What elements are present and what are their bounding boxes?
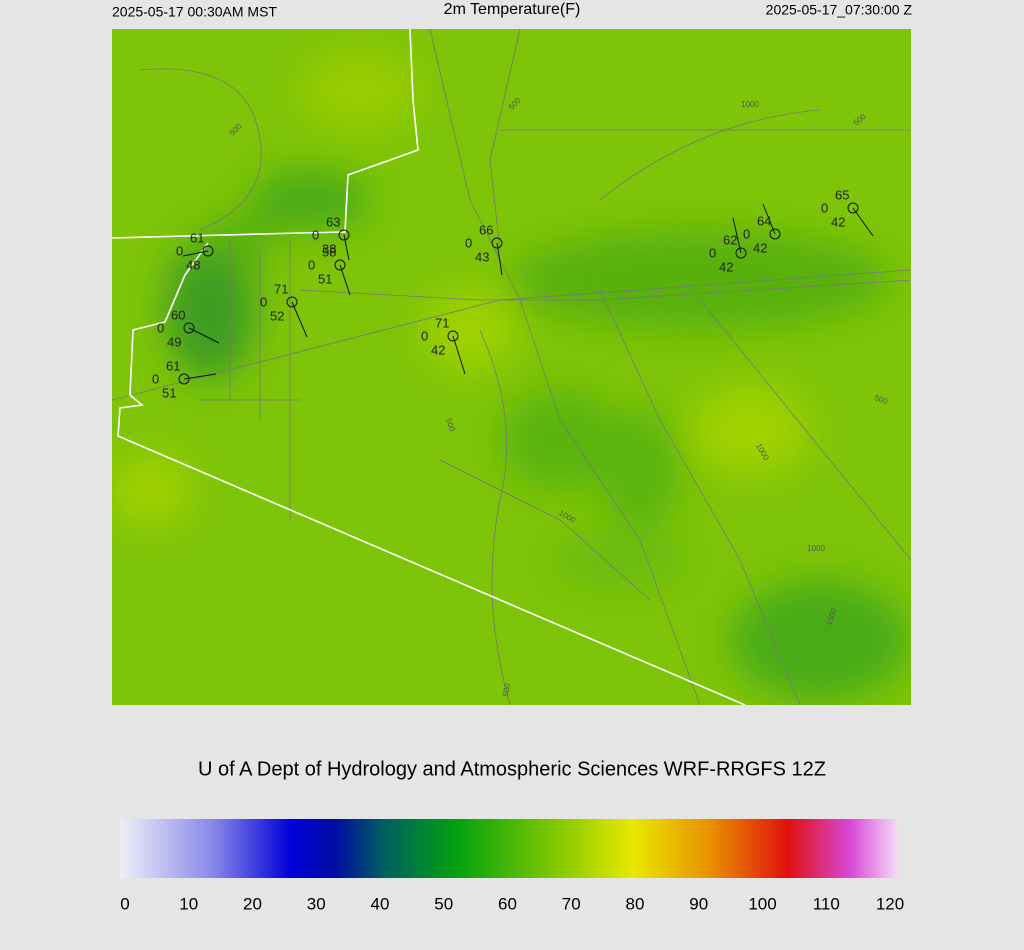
dewpoint: 38 xyxy=(322,241,336,256)
dewpoint: 49 xyxy=(167,334,181,349)
border xyxy=(117,242,746,705)
dewpoint: 42 xyxy=(719,259,733,274)
station-value: 0 xyxy=(312,227,319,242)
temperature: 66 xyxy=(479,222,493,237)
contour-label: 500 xyxy=(444,417,457,433)
contour-label: 1000 xyxy=(741,100,759,109)
station xyxy=(447,330,459,342)
colorbar-tick-label: 10 xyxy=(179,894,198,913)
station xyxy=(183,322,195,334)
colorbar-tick-label: 30 xyxy=(307,894,326,913)
station-value: 0 xyxy=(743,226,750,241)
colorbar-tick-label: 90 xyxy=(689,894,708,913)
contour-label: 1000 xyxy=(807,544,825,553)
wind-barb xyxy=(852,207,874,237)
station-value: 0 xyxy=(157,320,164,335)
temperature: 64 xyxy=(757,213,771,228)
dewpoint: 42 xyxy=(753,240,767,255)
temperature: 71 xyxy=(274,281,288,296)
wind-barb xyxy=(182,250,209,257)
dewpoint: 51 xyxy=(318,271,332,286)
utc-time: 2025-05-17_07:30:00 Z xyxy=(766,2,913,18)
station xyxy=(847,202,859,214)
map xyxy=(112,29,911,705)
colorbar-tick-label: 110 xyxy=(813,894,840,913)
wind-barb xyxy=(188,327,220,344)
temperature: 71 xyxy=(435,315,449,330)
temperature: 65 xyxy=(835,187,849,202)
station xyxy=(202,245,214,257)
station xyxy=(769,228,781,240)
station-value: 0 xyxy=(176,243,183,258)
station-value: 0 xyxy=(421,328,428,343)
dewpoint: 43 xyxy=(475,249,489,264)
colorbar-tick-label: 50 xyxy=(434,894,453,913)
contour-label: 500 xyxy=(873,393,889,406)
colorbar-tick-label: 20 xyxy=(243,894,262,913)
contour-label: 500 xyxy=(501,682,512,697)
temperature: 60 xyxy=(171,307,185,322)
station-value: 0 xyxy=(821,200,828,215)
colorbar-tick-label: 80 xyxy=(626,894,645,913)
roads xyxy=(112,29,911,705)
colorbar-tick-label: 0 xyxy=(120,894,129,913)
wind-barb xyxy=(732,217,742,254)
dewpoint: 42 xyxy=(831,214,845,229)
border xyxy=(112,29,419,239)
station xyxy=(286,296,298,308)
wind-barb xyxy=(452,335,466,375)
station-value: 0 xyxy=(465,235,472,250)
temperature: 61 xyxy=(190,230,204,245)
station xyxy=(735,247,747,259)
temperature: 58 xyxy=(322,244,336,259)
wind-barb xyxy=(343,234,350,261)
footer: U of A Dept of Hydrology and Atmospheric… xyxy=(198,758,826,780)
dewpoint: 51 xyxy=(162,385,176,400)
station-value: 0 xyxy=(709,245,716,260)
temperature: 63 xyxy=(326,214,340,229)
wind-barb xyxy=(291,301,308,338)
colorbar-tick-label: 40 xyxy=(371,894,390,913)
temperature: 61 xyxy=(166,358,180,373)
station-value: 0 xyxy=(260,294,267,309)
local-time: 2025-05-17 00:30AM MST xyxy=(112,4,277,20)
map-title: 2m Temperature(F) xyxy=(444,1,581,18)
station xyxy=(491,237,503,249)
station xyxy=(338,229,350,241)
station-value: 0 xyxy=(152,371,159,386)
dewpoint: 48 xyxy=(186,257,200,272)
temperature: 62 xyxy=(723,232,737,247)
dewpoint: 42 xyxy=(431,342,445,357)
colorbar-tick-label: 70 xyxy=(562,894,581,913)
colorbar-tick-label: 100 xyxy=(748,894,776,913)
station xyxy=(178,373,190,385)
colorbar xyxy=(120,819,897,878)
station-value: 0 xyxy=(308,257,315,272)
colorbar-tick-label: 60 xyxy=(498,894,517,913)
station xyxy=(334,259,346,271)
dewpoint: 52 xyxy=(270,308,284,323)
colorbar-tick-label: 120 xyxy=(876,894,904,913)
